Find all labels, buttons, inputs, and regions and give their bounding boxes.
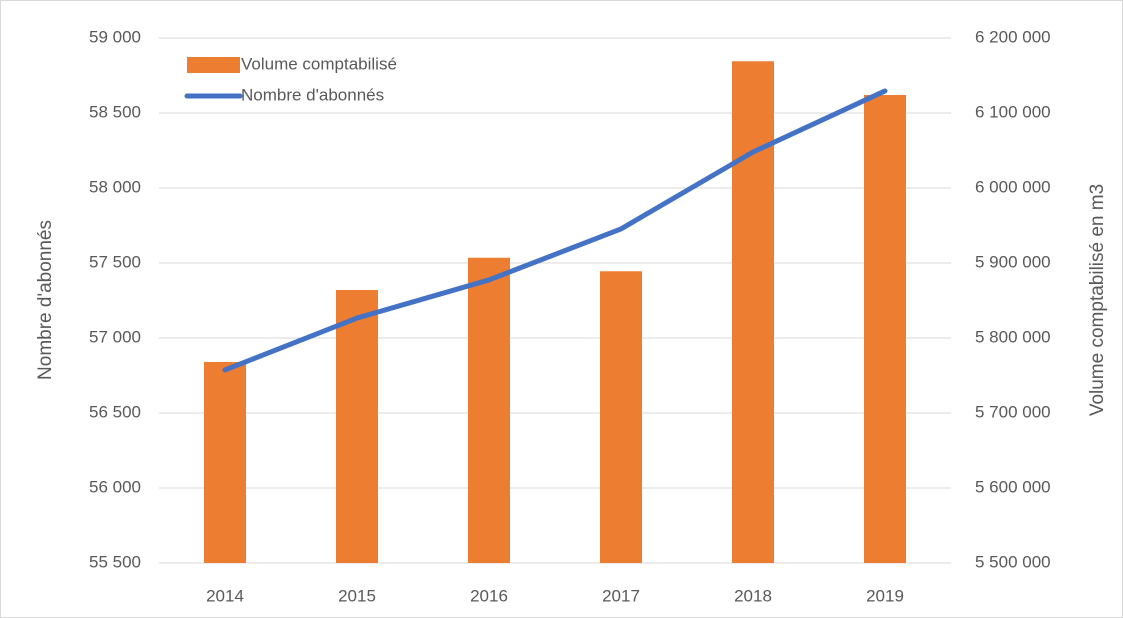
x-tick-label: 2017 (602, 586, 640, 605)
y-tick-label: 56 500 (89, 402, 141, 421)
y2-tick-label: 6 100 000 (975, 102, 1051, 121)
bar (468, 257, 510, 563)
y2-tick-label: 5 500 000 (975, 552, 1051, 571)
y2-tick-label: 5 900 000 (975, 252, 1051, 271)
y2-tick-label: 6 000 000 (975, 177, 1051, 196)
y-axis-title: Nombre d'abonnés (35, 220, 56, 380)
y-tick-label: 56 000 (89, 477, 141, 496)
bar (732, 61, 774, 563)
y-tick-label: 58 500 (89, 102, 141, 121)
legend-label: Nombre d'abonnés (241, 85, 384, 104)
y2-tick-label: 5 700 000 (975, 402, 1051, 421)
y-tick-label: 57 500 (89, 252, 141, 271)
y-tick-label: 55 500 (89, 552, 141, 571)
x-tick-label: 2016 (470, 586, 508, 605)
bar (864, 95, 906, 563)
line (222, 88, 888, 373)
y-tick-label: 58 000 (89, 177, 141, 196)
y-tick-label: 57 000 (89, 327, 141, 346)
y2-axis-title: Volume comptabilisé en m3 (1087, 184, 1108, 416)
x-tick-label: 2014 (206, 586, 244, 605)
y-tick-label: 59 000 (89, 27, 141, 46)
bar (204, 362, 246, 563)
y2-tick-label: 5 600 000 (975, 477, 1051, 496)
bar (336, 290, 378, 563)
legend-swatch (187, 57, 240, 73)
y2-tick-label: 6 200 000 (975, 27, 1051, 46)
x-tick-label: 2018 (734, 586, 772, 605)
x-tick-label: 2015 (338, 586, 376, 605)
x-tick-label: 2019 (866, 586, 904, 605)
bar (600, 271, 642, 563)
y2-tick-label: 5 800 000 (975, 327, 1051, 346)
legend-label: Volume comptabilisé (241, 54, 397, 73)
